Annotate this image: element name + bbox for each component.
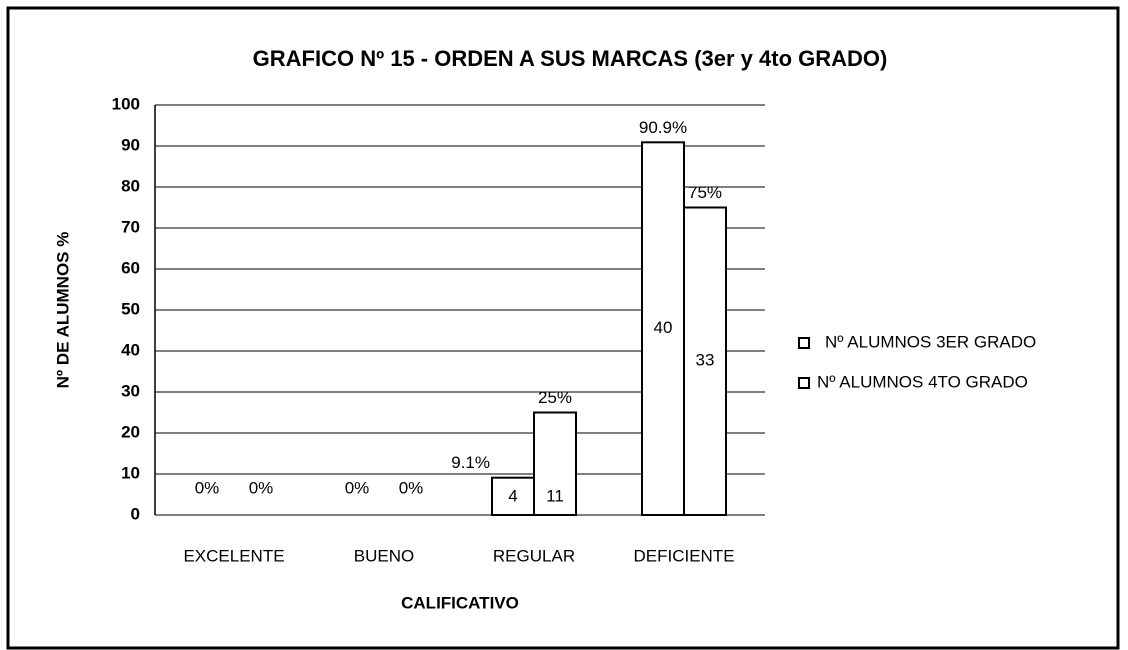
value-label: 0% (249, 478, 274, 497)
y-tick-label: 30 (121, 381, 140, 400)
bar (683, 206, 727, 516)
y-tick-label: 50 (121, 299, 140, 318)
x-tick-label: EXCELENTE (183, 546, 284, 565)
y-tick-label: 20 (121, 422, 140, 441)
value-label: 0% (345, 478, 370, 497)
bar (491, 476, 535, 517)
x-tick-label: DEFICIENTE (633, 546, 734, 565)
count-label: 33 (696, 351, 715, 370)
legend-label: Nº ALUMNOS 3ER GRADO (825, 332, 1036, 351)
y-tick-label: 0 (131, 504, 140, 523)
y-tick-label: 90 (121, 135, 140, 154)
count-label: 40 (654, 318, 673, 337)
x-tick-label: BUENO (354, 546, 414, 565)
y-tick-label: 80 (121, 176, 140, 195)
value-label: 25% (538, 388, 572, 407)
y-axis-title: Nº DE ALUMNOS % (53, 232, 72, 389)
y-tick-label: 100 (112, 94, 140, 113)
legend-swatch (798, 377, 810, 389)
bar (641, 141, 685, 516)
value-label: 9.1% (451, 453, 490, 472)
y-tick-label: 60 (121, 258, 140, 277)
value-label: 90.9% (639, 118, 687, 137)
count-label: 4 (508, 486, 517, 505)
chart-title: GRAFICO Nº 15 - ORDEN A SUS MARCAS (3er … (253, 46, 888, 71)
bar (533, 411, 577, 516)
x-tick-label: REGULAR (493, 546, 575, 565)
legend-swatch (798, 337, 810, 349)
y-tick-label: 70 (121, 217, 140, 236)
value-label: 0% (399, 478, 424, 497)
x-axis-title: CALIFICATIVO (401, 593, 519, 612)
chart-frame (6, 6, 1120, 650)
y-tick-label: 40 (121, 340, 140, 359)
value-label: 75% (688, 183, 722, 202)
y-tick-label: 10 (121, 463, 140, 482)
count-label: 11 (546, 486, 564, 505)
legend-label: Nº ALUMNOS 4TO GRADO (817, 372, 1028, 391)
value-label: 0% (195, 478, 220, 497)
